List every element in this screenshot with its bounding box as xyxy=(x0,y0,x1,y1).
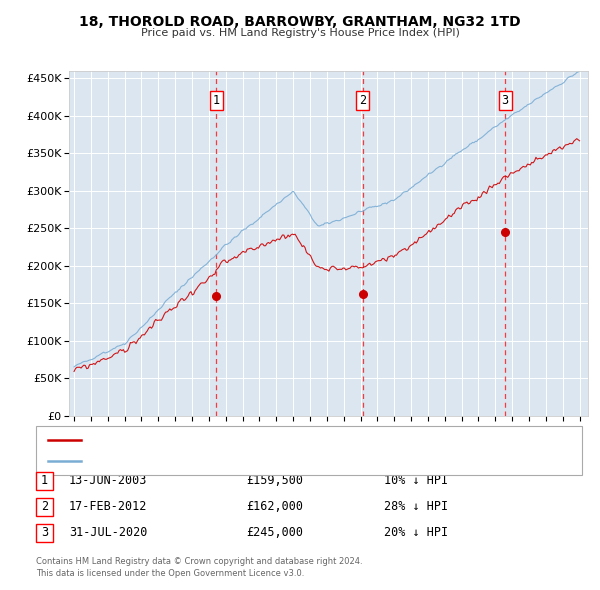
Text: 1: 1 xyxy=(213,94,220,107)
Text: £162,000: £162,000 xyxy=(246,500,303,513)
Text: 10% ↓ HPI: 10% ↓ HPI xyxy=(384,474,448,487)
Text: £245,000: £245,000 xyxy=(246,526,303,539)
Text: This data is licensed under the Open Government Licence v3.0.: This data is licensed under the Open Gov… xyxy=(36,569,304,578)
Text: Contains HM Land Registry data © Crown copyright and database right 2024.: Contains HM Land Registry data © Crown c… xyxy=(36,558,362,566)
Text: HPI: Average price, detached house, South Kesteven: HPI: Average price, detached house, Sout… xyxy=(90,456,352,466)
Text: 2: 2 xyxy=(359,94,366,107)
Text: Price paid vs. HM Land Registry's House Price Index (HPI): Price paid vs. HM Land Registry's House … xyxy=(140,28,460,38)
Text: £159,500: £159,500 xyxy=(246,474,303,487)
Text: 18, THOROLD ROAD, BARROWBY, GRANTHAM, NG32 1TD (detached house): 18, THOROLD ROAD, BARROWBY, GRANTHAM, NG… xyxy=(90,435,466,445)
Text: 1: 1 xyxy=(41,474,48,487)
Text: 31-JUL-2020: 31-JUL-2020 xyxy=(69,526,148,539)
Text: 18, THOROLD ROAD, BARROWBY, GRANTHAM, NG32 1TD: 18, THOROLD ROAD, BARROWBY, GRANTHAM, NG… xyxy=(79,15,521,29)
Text: 2: 2 xyxy=(41,500,48,513)
Text: 3: 3 xyxy=(502,94,509,107)
Text: 28% ↓ HPI: 28% ↓ HPI xyxy=(384,500,448,513)
Text: 13-JUN-2003: 13-JUN-2003 xyxy=(69,474,148,487)
Text: 17-FEB-2012: 17-FEB-2012 xyxy=(69,500,148,513)
Text: 20% ↓ HPI: 20% ↓ HPI xyxy=(384,526,448,539)
Text: 3: 3 xyxy=(41,526,48,539)
